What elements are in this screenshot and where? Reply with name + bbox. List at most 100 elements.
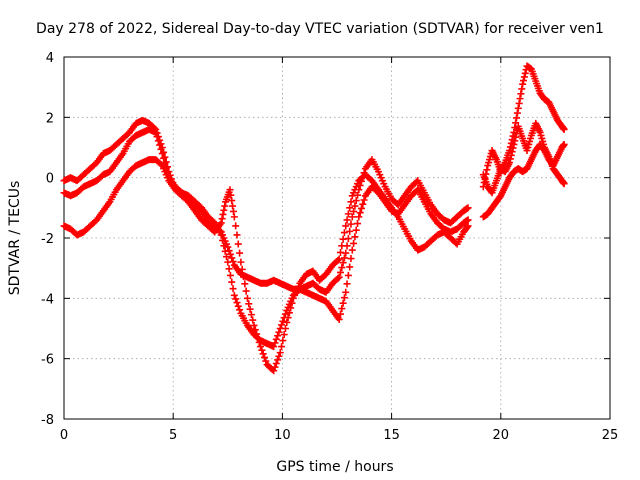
- y-tick-label: -2: [41, 232, 54, 247]
- x-tick-label: 20: [493, 428, 510, 443]
- data-point-interp: [225, 265, 233, 273]
- data-point-interp: [346, 204, 354, 212]
- data-point-interp: [274, 356, 282, 364]
- data-point-interp: [347, 255, 355, 263]
- data-point-interp: [513, 114, 521, 122]
- data-point-interp: [278, 343, 286, 351]
- chart-title: Day 278 of 2022, Sidereal Day-to-day VTE…: [36, 21, 604, 37]
- data-point-interp: [463, 223, 471, 231]
- data-point: [224, 243, 232, 251]
- data-point-interp: [222, 253, 230, 261]
- data-series: [60, 116, 472, 296]
- data-point: [560, 125, 568, 133]
- data-point-interp: [232, 222, 240, 230]
- data-point-interp: [226, 271, 234, 279]
- data-point-interp: [226, 250, 234, 258]
- data-point: [217, 231, 225, 239]
- data-point: [464, 222, 472, 230]
- data-point: [560, 140, 568, 148]
- data-point-interp: [228, 278, 236, 286]
- data-point-interp: [352, 197, 360, 205]
- data-point-interp: [359, 200, 367, 208]
- data-point-interp: [507, 151, 515, 159]
- data-point-interp: [255, 338, 263, 346]
- data-point: [237, 258, 245, 266]
- data-point-interp: [287, 304, 295, 312]
- x-tick-label: 5: [169, 428, 177, 443]
- data-point-interp: [338, 264, 346, 272]
- data-point-interp: [246, 305, 254, 313]
- data-point-interp: [360, 196, 368, 204]
- data-point-interp: [350, 239, 358, 247]
- data-point-interp: [251, 326, 259, 334]
- data-point-interp: [334, 256, 342, 264]
- y-tick-label: 4: [46, 51, 54, 66]
- x-axis-label: GPS time / hours: [276, 459, 393, 475]
- y-tick-label: -4: [41, 292, 54, 307]
- data-point-interp: [518, 85, 526, 93]
- data-point: [152, 128, 160, 136]
- data-point-interp: [274, 332, 282, 340]
- data-point-interp: [356, 209, 364, 217]
- data-point-interp: [343, 280, 351, 288]
- data-point-interp: [281, 310, 289, 318]
- data-point: [514, 104, 522, 112]
- data-point: [283, 318, 291, 326]
- y-tick-label: 0: [46, 172, 54, 187]
- data-point-interp: [506, 155, 514, 163]
- data-point-interp: [262, 357, 270, 365]
- y-tick-label: -6: [41, 353, 54, 368]
- data-point-interp: [228, 197, 236, 205]
- data-point: [335, 273, 343, 281]
- data-point: [158, 150, 166, 158]
- data-point-interp: [232, 295, 240, 303]
- y-tick-label: -8: [41, 413, 54, 428]
- data-point-interp: [219, 236, 227, 244]
- data-point-interp: [343, 216, 351, 224]
- data-point-interp: [221, 202, 229, 210]
- data-point-interp: [509, 144, 517, 152]
- data-point-interp: [164, 163, 172, 171]
- data-point-interp: [278, 321, 286, 329]
- data-point-interp: [512, 119, 520, 127]
- data-point-interp: [236, 306, 244, 314]
- data-point: [270, 343, 278, 351]
- data-point-interp: [512, 133, 520, 141]
- data-point-interp: [229, 285, 237, 293]
- x-tick-label: 0: [60, 428, 68, 443]
- data-point-interp: [219, 210, 227, 218]
- data-point: [243, 294, 251, 302]
- data-point-interp: [271, 339, 279, 347]
- data-point-interp: [229, 207, 237, 215]
- data-point-interp: [340, 229, 348, 237]
- data-point: [519, 80, 527, 88]
- grid-layer: [64, 57, 610, 419]
- data-point-interp: [221, 247, 229, 255]
- data-point: [335, 315, 343, 323]
- data-point-interp: [334, 274, 342, 282]
- data-point-interp: [154, 137, 162, 145]
- data-point: [276, 349, 284, 357]
- data-point-interp: [234, 302, 242, 310]
- data-point-interp: [520, 73, 528, 81]
- data-point-interp: [162, 158, 170, 166]
- data-point-interp: [272, 335, 280, 343]
- data-point: [257, 343, 265, 351]
- data-point-interp: [160, 154, 168, 162]
- data-point: [226, 186, 234, 194]
- data-point-interp: [347, 198, 355, 206]
- data-point-interp: [285, 309, 293, 317]
- data-point: [506, 159, 514, 167]
- data-point: [342, 222, 350, 230]
- data-point-interp: [157, 145, 165, 153]
- data-point-interp: [233, 231, 241, 239]
- data-point-interp: [157, 160, 165, 168]
- data-point-interp: [516, 95, 524, 103]
- data-point-interp: [161, 153, 169, 161]
- data-point-interp: [260, 353, 268, 361]
- data-point-interp: [339, 259, 347, 267]
- y-tick-label: 2: [46, 111, 54, 126]
- data-point: [342, 288, 350, 296]
- data-point: [510, 140, 518, 148]
